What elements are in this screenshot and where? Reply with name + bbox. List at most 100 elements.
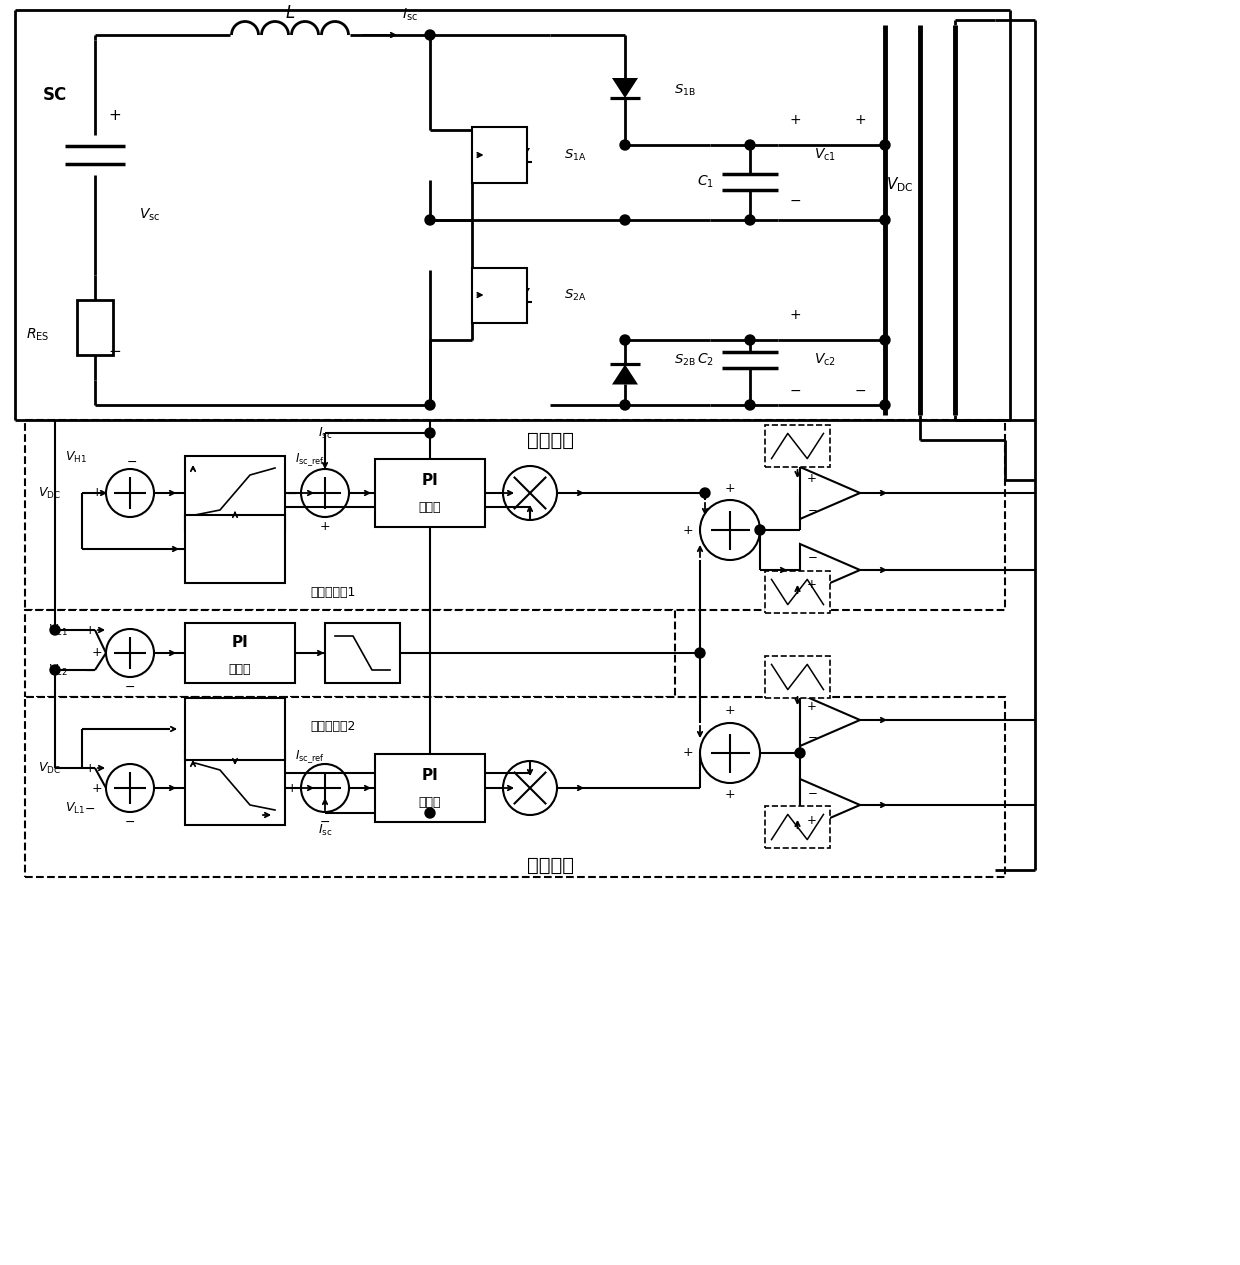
Text: +: + [683,746,693,759]
Text: $V_\mathrm{c1}$: $V_\mathrm{c1}$ [813,147,836,163]
Text: $-$: $-$ [286,487,298,500]
Text: $I_\mathrm{sc\_ref}$: $I_\mathrm{sc\_ref}$ [295,452,325,468]
Text: $C_1$: $C_1$ [697,173,713,190]
Text: $V_\mathrm{c2}$: $V_\mathrm{c2}$ [813,352,836,368]
Polygon shape [487,300,500,315]
Text: PI: PI [232,635,248,650]
Text: 滞环控制器2: 滞环控制器2 [310,721,356,734]
Text: $-$: $-$ [124,815,135,827]
Text: +: + [724,482,735,495]
Text: $I_\mathrm{sc\_ref}$: $I_\mathrm{sc\_ref}$ [295,749,325,765]
Text: $V_\mathrm{c2}$: $V_\mathrm{c2}$ [48,663,68,678]
Text: +: + [92,782,103,794]
Text: $V_\mathrm{c1}$: $V_\mathrm{c1}$ [48,622,68,638]
Circle shape [620,215,630,225]
Circle shape [425,215,435,225]
Text: $V_\mathrm{DC}$: $V_\mathrm{DC}$ [38,486,61,501]
Bar [472,128,527,182]
Text: +: + [807,700,817,712]
Bar [325,622,401,683]
Circle shape [795,748,805,758]
Text: SC: SC [43,86,67,104]
Text: $V_\mathrm{L1}$: $V_\mathrm{L1}$ [64,801,86,816]
Text: $V_\mathrm{H1}$: $V_\mathrm{H1}$ [64,449,87,464]
Circle shape [701,488,711,498]
Polygon shape [613,364,639,385]
Text: +: + [92,646,103,659]
Text: PI: PI [422,768,439,783]
Text: $I_\mathrm{sc}$: $I_\mathrm{sc}$ [317,425,332,440]
Text: $V_\mathrm{sc}$: $V_\mathrm{sc}$ [139,206,161,223]
Text: $-$: $-$ [126,454,138,468]
Polygon shape [613,78,639,97]
Text: $-$: $-$ [84,664,95,677]
Circle shape [50,665,60,676]
Circle shape [620,335,630,345]
Bar [185,455,285,530]
Text: 控制器: 控制器 [419,501,441,515]
Polygon shape [800,544,861,596]
Text: $L$: $L$ [285,4,295,22]
Text: $I_\mathrm{sc}$: $I_\mathrm{sc}$ [402,6,418,23]
Text: +: + [807,813,817,826]
Text: PI: PI [422,473,439,488]
Circle shape [745,400,755,410]
Polygon shape [487,135,500,151]
Bar [765,657,830,698]
Text: +: + [854,113,866,126]
Text: $-$: $-$ [124,679,135,692]
Bar [25,610,675,697]
Polygon shape [515,148,529,162]
Text: $S_\mathrm{2A}$: $S_\mathrm{2A}$ [564,287,587,302]
Text: +: + [109,108,122,123]
Text: $-$: $-$ [854,383,866,397]
Text: $-$: $-$ [807,729,817,741]
Circle shape [745,140,755,151]
Bar [185,515,285,583]
Text: $-$: $-$ [807,784,817,797]
Circle shape [620,400,630,410]
Text: +: + [683,524,693,536]
Bar [25,420,1004,610]
Polygon shape [800,467,861,519]
Circle shape [425,428,435,438]
Circle shape [755,525,765,535]
Circle shape [745,215,755,225]
Bar [77,300,113,355]
Text: $-$: $-$ [84,802,95,815]
Text: +: + [84,624,95,636]
Polygon shape [800,779,861,831]
Text: 滞环控制器1: 滞环控制器1 [310,586,356,598]
Text: +: + [724,788,735,802]
Circle shape [425,808,435,818]
Circle shape [880,215,890,225]
Polygon shape [515,288,529,302]
Text: +: + [724,705,735,717]
Bar [765,806,830,848]
Text: $V_\mathrm{DC}$: $V_\mathrm{DC}$ [38,760,61,775]
Bar [374,754,485,822]
Bar [185,622,295,683]
Text: 控制器: 控制器 [419,797,441,810]
Polygon shape [487,159,500,175]
Bar [472,267,527,323]
Circle shape [745,335,755,345]
Text: +: + [286,782,298,794]
Circle shape [425,400,435,410]
Text: +: + [789,113,801,126]
Text: +: + [789,307,801,323]
Text: 控制器: 控制器 [228,663,252,677]
Text: 充电模式: 充电模式 [527,430,573,449]
Circle shape [50,625,60,635]
Circle shape [620,140,630,151]
Text: $V_\mathrm{DC}$: $V_\mathrm{DC}$ [887,176,914,195]
Text: +: + [807,473,817,486]
Circle shape [425,30,435,40]
Circle shape [880,400,890,410]
Bar [185,698,285,760]
Text: $-$: $-$ [789,383,801,397]
Text: $-$: $-$ [807,501,817,515]
Text: $C_2$: $C_2$ [697,352,713,368]
Polygon shape [487,275,500,290]
Text: $-$: $-$ [807,549,817,563]
